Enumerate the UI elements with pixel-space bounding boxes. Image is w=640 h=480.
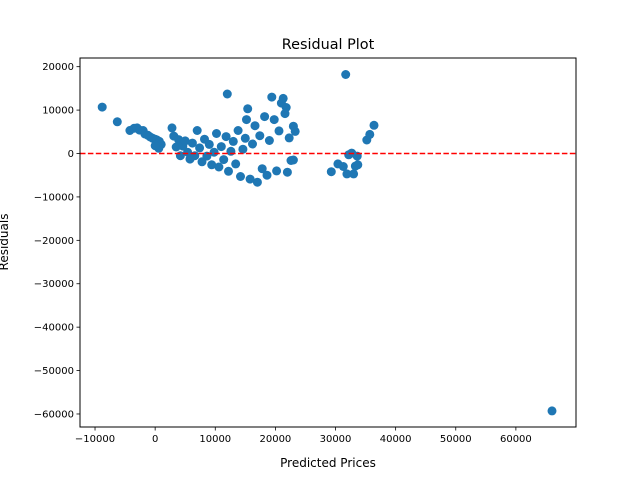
x-axis-label: Predicted Prices (280, 456, 376, 470)
y-axis-label: Residuals (0, 214, 11, 271)
scatter-point (192, 126, 202, 135)
scatter-point (195, 143, 205, 153)
scatter-point (236, 172, 245, 181)
scatter-point (272, 166, 282, 176)
y-tick-label: −20000 (34, 236, 74, 247)
scatter-point (252, 177, 262, 187)
scatter-point (248, 139, 257, 149)
scatter-point (187, 138, 197, 148)
scatter-point (274, 126, 284, 136)
scatter-point (207, 160, 217, 170)
scatter-point (269, 115, 279, 125)
scatter-point (342, 169, 352, 179)
scatter-point (250, 121, 260, 131)
scatter-point (226, 146, 236, 156)
scatter-point (233, 126, 243, 135)
x-tick-label: 20000 (259, 434, 291, 445)
y-tick-label: 20000 (42, 62, 74, 73)
scatter-points (97, 70, 557, 416)
scatter-point (219, 155, 229, 165)
scatter-point (284, 133, 294, 143)
scatter-point (281, 103, 291, 112)
scatter-point (216, 142, 226, 152)
scatter-point (97, 102, 107, 112)
y-tick-label: −60000 (34, 409, 74, 420)
scatter-point (221, 132, 231, 142)
x-tick-label: 60000 (500, 434, 532, 445)
scatter-point (260, 112, 270, 122)
y-tick-label: −50000 (34, 366, 74, 377)
y-tick-label: −10000 (34, 192, 74, 203)
scatter-point (240, 133, 250, 143)
y-tick-label: 10000 (42, 106, 74, 117)
scatter-point (231, 159, 241, 169)
y-tick-label: −30000 (34, 279, 74, 290)
scatter-point (212, 129, 221, 138)
scatter-point (278, 93, 288, 103)
y-tick-label: −40000 (34, 323, 74, 334)
scatter-point (242, 115, 251, 125)
scatter-point (338, 162, 348, 171)
scatter-point (167, 123, 177, 133)
scatter-point (369, 120, 379, 130)
scatter-point (171, 142, 181, 152)
scatter-point (204, 139, 214, 149)
x-tick-label: 10000 (199, 434, 231, 445)
scatter-point (264, 136, 274, 145)
y-tick-label: 0 (68, 149, 74, 160)
scatter-point (267, 92, 277, 102)
scatter-point (245, 174, 255, 184)
scatter-point (365, 129, 375, 139)
scatter-point (222, 89, 232, 99)
scatter-point (349, 169, 359, 179)
scatter-point (243, 104, 253, 114)
scatter-point (183, 147, 193, 157)
y-axis-ticks: −60000 −50000 −40000 −30000 −20000 −10000 0 100… (34, 62, 80, 420)
chart-title: Residual Plot (282, 37, 375, 53)
scatter-point (353, 160, 363, 170)
scatter-point (257, 164, 267, 174)
x-axis-ticks: −10000 0 10000 20000 30000 40000 50000 60000 (75, 427, 532, 445)
scatter-point (214, 162, 224, 172)
x-tick-label: 50000 (440, 434, 472, 445)
scatter-point (228, 136, 238, 146)
x-tick-label: −10000 (75, 434, 115, 445)
scatter-point (282, 167, 292, 177)
x-tick-label: 30000 (320, 434, 352, 445)
scatter-point (209, 147, 219, 157)
scatter-point (112, 117, 122, 127)
plot-frame (79, 57, 577, 428)
scatter-point (190, 151, 200, 161)
scatter-point (290, 126, 300, 136)
scatter-point (180, 136, 190, 146)
scatter-point (341, 70, 351, 79)
scatter-point (262, 170, 272, 180)
x-tick-label: 40000 (380, 434, 412, 445)
x-tick-label: 0 (152, 434, 158, 445)
scatter-point (224, 166, 233, 176)
scatter-point (255, 131, 265, 141)
scatter-point (326, 167, 336, 177)
scatter-point (238, 144, 248, 154)
scatter-point (288, 155, 298, 165)
scatter-point (150, 141, 160, 151)
scatter-point (547, 406, 557, 416)
